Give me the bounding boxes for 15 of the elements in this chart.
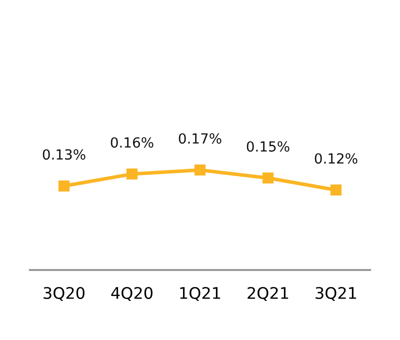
data-label: 0.15% (246, 141, 290, 152)
x-tick-label: 3Q21 (316, 286, 356, 301)
x-tick-label: 1Q21 (180, 286, 220, 301)
data-label: 0.12% (314, 153, 358, 164)
point (330, 184, 342, 196)
x-tick-label: 4Q20 (111, 286, 152, 301)
point (262, 172, 274, 184)
data-label: 0.17% (178, 133, 222, 144)
data-label: 0.16% (110, 137, 154, 148)
x-tick-label: 3Q20 (44, 286, 84, 301)
x-tick-label: 2Q21 (248, 286, 288, 301)
point (194, 164, 206, 176)
point (126, 168, 138, 180)
data-label: 0.13% (42, 149, 86, 160)
point (58, 180, 70, 192)
